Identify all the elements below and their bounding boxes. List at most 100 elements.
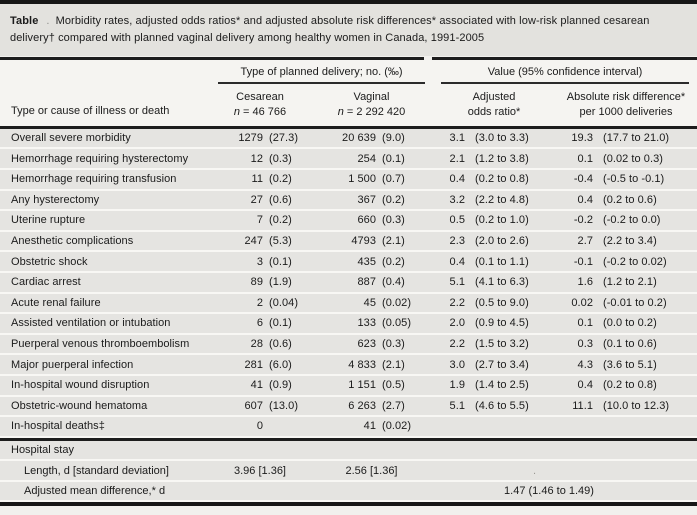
vaginal-rate: (0.2) [382,255,405,268]
vaginal-rate: (0.1) [382,152,405,165]
adjusted-odds-ratio: 3.2 [449,193,465,206]
table-row: Obstetric-wound hematoma 607 (13.0) 6 26… [0,396,697,418]
vaginal-rate: (9.0) [382,132,405,145]
cesarean-count: 89 [250,276,263,289]
absolute-risk-difference: 0.1 [577,152,593,165]
top-border-rule [0,0,697,4]
table-row: Major puerperal infection 281 (6.0) 4 83… [0,355,697,376]
cesarean-count: 2 [256,296,263,309]
column-header-odds-ratio: Adjusted odds ratio* [467,91,521,118]
table-row: Any hysterectomy 27 (0.6) 367 (0.2) 3.2 … [0,190,697,212]
risk-difference-ci: (2.2 to 3.4) [603,235,657,248]
vaginal-rate: (0.02) [382,296,412,309]
group-header-delivery: Type of planned delivery; no. (‰) [210,65,433,85]
vaginal-rate: (2.1) [382,358,405,371]
absolute-risk-difference: -0.2 [573,214,593,227]
vaginal-count: 133 [357,317,376,330]
odds-ratio-ci: (4.6 to 5.5) [475,399,529,412]
absolute-risk-difference: -0.1 [573,255,593,268]
risk-difference-ci: (0.02 to 0.3) [603,152,663,165]
group-underline [441,82,689,85]
row-label: Major puerperal infection [11,358,134,371]
table-row: Obstetric shock 3 (0.1) 435 (0.2) 0.4 (0… [0,252,697,273]
absolute-risk-difference: 0.02 [571,296,593,309]
group-header-row: Type of planned delivery; no. (‰) Value … [0,65,697,85]
absolute-risk-difference: 1.6 [577,276,593,289]
section-divider-rule [0,437,697,441]
cesarean-rate: (27.3) [269,132,299,145]
absolute-risk-difference: 0.1 [577,317,593,330]
table-row: In-hospital deaths‡ 0 41 (0.02) [0,417,697,438]
risk-difference-ci: (-0.2 to 0.02) [603,255,667,268]
adjusted-odds-ratio: 3.1 [449,132,465,145]
cesarean-rate: (0.2) [269,173,292,186]
odds-ratio-ci: (0.9 to 4.5) [475,317,529,330]
odds-ratio-ci: (3.0 to 3.3) [475,132,529,145]
cesarean-rate: (13.0) [269,399,299,412]
column-header-stub: Type or cause of illness or death [11,104,170,117]
odds-ratio-ci: (0.5 to 9.0) [475,296,529,309]
adjusted-odds-ratio: 2.2 [449,338,465,351]
cesarean-rate: (0.3) [269,152,292,165]
odds-ratio-ci: (0.2 to 1.0) [475,214,529,227]
cesarean-rate: (0.04) [269,296,299,309]
vaginal-rate: (0.7) [382,173,405,186]
cesarean-rate: (0.6) [269,193,292,206]
adjusted-odds-ratio: 5.1 [449,399,465,412]
bottom-border-rule [0,502,697,507]
vaginal-rate: (0.02) [382,420,412,433]
vaginal-count: 6 263 [348,399,376,412]
risk-difference-ci: (-0.01 to 0.2) [603,296,667,309]
row-label: Cardiac arrest [11,276,81,289]
adjusted-odds-ratio: 0.4 [449,173,465,186]
table-row: Uterine rupture 7 (0.2) 660 (0.3) 0.5 (0… [0,211,697,232]
odds-ratio-ci: (1.4 to 2.5) [475,379,529,392]
cesarean-rate: (0.6) [269,338,292,351]
cesarean-count: 6 [256,317,263,330]
row-label: Assisted ventilation or intubation [11,317,171,330]
group-underline [218,82,425,85]
table-row-length-of-stay: Length, d [standard deviation] 3.96 [1.3… [0,461,697,482]
cesarean-count: 7 [256,214,263,227]
odds-ratio-ci: (0.1 to 1.1) [475,255,529,268]
vaginal-count: 45 [363,296,376,309]
risk-difference-ci: (0.1 to 0.6) [603,338,657,351]
table-row: Cardiac arrest 89 (1.9) 887 (0.4) 5.1 (4… [0,272,697,294]
table-row: Hemorrhage requiring hysterectomy 12 (0.… [0,149,697,170]
adjusted-odds-ratio: 0.4 [449,255,465,268]
odds-ratio-ci: (4.1 to 6.3) [475,276,529,289]
row-label: Puerperal venous thromboembolism [11,338,190,351]
risk-difference-ci: (1.2 to 2.1) [603,276,657,289]
column-header-cesarean: Cesarean n = 46 766 [233,91,287,118]
odds-ratio-ci: (1.5 to 3.2) [475,338,529,351]
vaginal-count: 1 500 [348,173,376,186]
adjusted-odds-ratio: 2.0 [449,317,465,330]
table-body: Overall severe morbidity 1279 (27.3) 20 … [0,128,697,438]
vaginal-count: 4 833 [348,358,376,371]
table-row: Acute renal failure 2 (0.04) 45 (0.02) 2… [0,293,697,315]
absolute-risk-difference: 0.4 [577,379,593,392]
risk-difference-ci: (0.2 to 0.8) [603,379,657,392]
length-vaginal-value: 2.56 [1.36] [345,464,398,477]
cesarean-count: 12 [250,152,263,165]
table-header: Type of planned delivery; no. (‰) Value … [0,60,697,129]
table-row: Puerperal venous thromboembolism 28 (0.6… [0,334,697,356]
row-label: Hemorrhage requiring transfusion [11,173,177,186]
vaginal-count: 367 [357,193,376,206]
cesarean-count: 0 [256,420,263,433]
risk-difference-ci: (0.0 to 0.2) [603,317,657,330]
vaginal-count: 254 [357,152,376,165]
cesarean-rate: (5.3) [269,235,292,248]
row-label: Uterine rupture [11,214,86,227]
row-label: Overall severe morbidity [11,132,131,145]
cesarean-rate: (0.1) [269,255,292,268]
table-row-adjusted-mean-difference: Adjusted mean difference,* d 1.47 (1.46 … [0,481,697,503]
vaginal-count: 887 [357,276,376,289]
odds-ratio-ci: (1.2 to 3.8) [475,152,529,165]
cesarean-count: 3 [256,255,263,268]
risk-difference-ci: (17.7 to 21.0) [603,132,670,145]
vaginal-rate: (0.3) [382,214,405,227]
row-label: Any hysterectomy [11,193,100,206]
caption-number-mark: . [46,15,50,27]
absolute-risk-difference: 0.4 [577,193,593,206]
